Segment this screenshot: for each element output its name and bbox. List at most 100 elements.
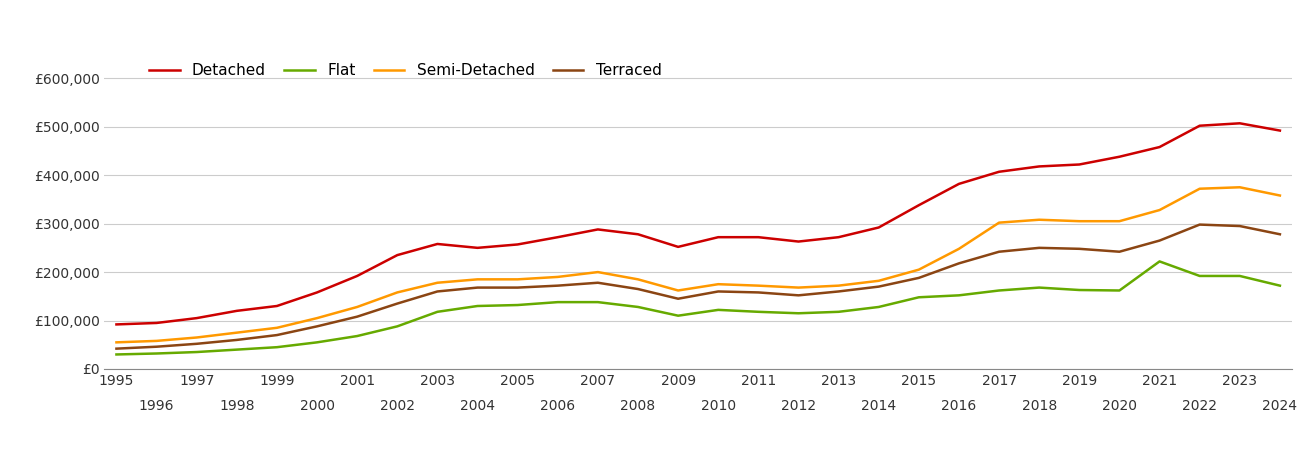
Semi-Detached	[710, 282, 726, 287]
Terraced	[951, 261, 967, 266]
Flat	[510, 302, 526, 308]
Terraced	[1071, 246, 1087, 252]
Terraced	[911, 275, 927, 281]
Semi-Detached	[992, 220, 1007, 225]
Detached	[389, 252, 405, 258]
Flat	[429, 309, 445, 315]
Flat	[590, 299, 606, 305]
Detached	[951, 181, 967, 187]
Terraced	[831, 289, 847, 294]
Terraced	[350, 314, 365, 319]
Semi-Detached	[108, 340, 124, 345]
Flat	[791, 310, 806, 316]
Terraced	[710, 289, 726, 294]
Terraced	[1152, 238, 1168, 243]
Terraced	[1191, 222, 1207, 227]
Flat	[992, 288, 1007, 293]
Detached	[149, 320, 164, 326]
Flat	[470, 303, 485, 309]
Terraced	[189, 341, 205, 346]
Semi-Detached	[189, 335, 205, 340]
Flat	[108, 352, 124, 357]
Legend: Detached, Flat, Semi-Detached, Terraced: Detached, Flat, Semi-Detached, Terraced	[144, 57, 668, 84]
Detached	[350, 273, 365, 279]
Semi-Detached	[911, 267, 927, 272]
Flat	[671, 313, 686, 319]
Terraced	[1272, 232, 1288, 237]
Terraced	[429, 289, 445, 294]
Detached	[1191, 123, 1207, 128]
Semi-Detached	[1112, 219, 1128, 224]
Detached	[309, 290, 325, 295]
Flat	[549, 299, 565, 305]
Flat	[1031, 285, 1047, 290]
Detached	[1031, 164, 1047, 169]
Flat	[269, 345, 284, 350]
Terraced	[992, 249, 1007, 254]
Semi-Detached	[1191, 186, 1207, 191]
Flat	[870, 304, 886, 310]
Terraced	[549, 283, 565, 288]
Flat	[350, 333, 365, 339]
Detached	[590, 227, 606, 232]
Flat	[1152, 259, 1168, 264]
Semi-Detached	[951, 246, 967, 252]
Semi-Detached	[870, 278, 886, 284]
Line: Flat: Flat	[116, 261, 1280, 355]
Flat	[189, 349, 205, 355]
Semi-Detached	[510, 277, 526, 282]
Terraced	[269, 333, 284, 338]
Flat	[1232, 273, 1248, 279]
Semi-Detached	[1152, 207, 1168, 213]
Semi-Detached	[228, 330, 244, 335]
Semi-Detached	[630, 277, 646, 282]
Semi-Detached	[590, 270, 606, 275]
Semi-Detached	[429, 280, 445, 285]
Detached	[750, 234, 766, 240]
Semi-Detached	[791, 285, 806, 290]
Detached	[831, 234, 847, 240]
Detached	[671, 244, 686, 250]
Terraced	[1232, 223, 1248, 229]
Detached	[1152, 144, 1168, 150]
Detached	[710, 234, 726, 240]
Flat	[1272, 283, 1288, 288]
Terraced	[149, 344, 164, 349]
Terraced	[791, 292, 806, 298]
Detached	[870, 225, 886, 230]
Detached	[1272, 128, 1288, 133]
Semi-Detached	[470, 277, 485, 282]
Line: Terraced: Terraced	[116, 225, 1280, 349]
Flat	[911, 295, 927, 300]
Detached	[470, 245, 485, 251]
Detached	[1071, 162, 1087, 167]
Semi-Detached	[149, 338, 164, 344]
Flat	[228, 347, 244, 352]
Terraced	[1112, 249, 1128, 254]
Flat	[1071, 287, 1087, 292]
Line: Detached: Detached	[116, 123, 1280, 324]
Detached	[228, 308, 244, 314]
Flat	[389, 324, 405, 329]
Semi-Detached	[1232, 184, 1248, 190]
Semi-Detached	[1031, 217, 1047, 222]
Flat	[1191, 273, 1207, 279]
Detached	[108, 322, 124, 327]
Terraced	[671, 296, 686, 302]
Detached	[791, 239, 806, 244]
Semi-Detached	[1272, 193, 1288, 198]
Terraced	[309, 324, 325, 329]
Terraced	[1031, 245, 1047, 251]
Detached	[510, 242, 526, 247]
Flat	[951, 292, 967, 298]
Terraced	[630, 286, 646, 292]
Line: Semi-Detached: Semi-Detached	[116, 187, 1280, 342]
Flat	[1112, 288, 1128, 293]
Terraced	[870, 284, 886, 289]
Semi-Detached	[309, 315, 325, 321]
Detached	[911, 202, 927, 208]
Flat	[831, 309, 847, 315]
Semi-Detached	[671, 288, 686, 293]
Detached	[189, 315, 205, 321]
Semi-Detached	[1071, 219, 1087, 224]
